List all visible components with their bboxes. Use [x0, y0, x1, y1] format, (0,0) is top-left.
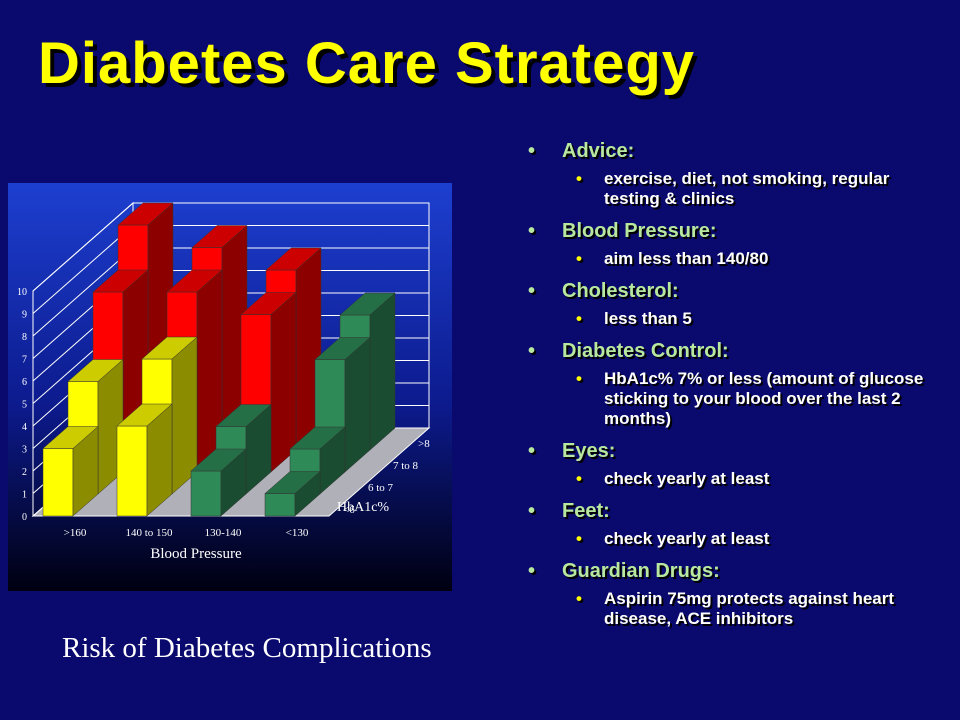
bullet-dot-icon: •	[576, 589, 582, 608]
bar-top	[265, 247, 322, 271]
z-tick-label: 7 to 8	[393, 460, 419, 472]
bullet-guardian-drugs: Guardian Drugs:	[528, 560, 948, 583]
slide-title: Diabetes Care Strategy	[38, 31, 696, 96]
bar-top	[190, 448, 247, 472]
bullet-dot-icon: •	[576, 249, 582, 268]
bar	[264, 470, 321, 517]
bar	[42, 425, 99, 517]
sub-bullet-text: check yearly at least	[604, 469, 770, 488]
bullet-feet: Feet:	[528, 500, 948, 523]
bar-chart-3d: 0 1 2 3 4 5 6 7 8 9 10 >160 140 to 150 130-140 <130 Blo…	[8, 183, 452, 591]
bar-side	[344, 336, 371, 473]
bar	[116, 403, 173, 517]
chart-caption: Risk of Diabetes Complications	[62, 632, 432, 664]
y-tick-label: 7	[22, 355, 27, 366]
bullet-advice: Advice:	[528, 140, 948, 163]
x-tick-label: <130	[286, 527, 309, 539]
bullet-diabetes-control: Diabetes Control:	[528, 340, 948, 363]
bar-top	[42, 426, 99, 449]
bullet-eyes: Eyes:	[528, 440, 948, 463]
bar-front	[42, 448, 74, 517]
bullet-blood-pressure: Blood Pressure:	[528, 220, 948, 243]
bar-top	[141, 336, 198, 360]
bullet-cholesterol: Cholesterol:	[528, 280, 948, 303]
bullet-dot-icon: •	[576, 169, 582, 188]
sub-bullet-text: Aspirin 75mg protects against heart dise…	[604, 589, 895, 628]
bar-top	[117, 202, 174, 226]
z-tick-label: <6	[343, 504, 355, 516]
bullet-dot-icon: •	[576, 309, 582, 328]
bar	[190, 448, 247, 517]
gridline	[32, 202, 429, 292]
bar-top	[339, 292, 396, 316]
bar-top	[116, 403, 173, 427]
sub-bullet-diabetes-control: • HbA1c% 7% or less (amount of glucose st…	[528, 369, 948, 429]
sub-bullet-text: aim less than 140/80	[604, 249, 769, 268]
bar-top	[191, 225, 248, 248]
bar-top	[215, 404, 272, 427]
sub-bullet-cholesterol: • less than 5	[528, 309, 948, 329]
bar-top	[166, 269, 223, 293]
sub-bullet-blood-pressure: • aim less than 140/80	[528, 249, 948, 269]
y-tick-label: 1	[22, 490, 27, 501]
bar-top	[289, 426, 346, 450]
chart-panel: 0 1 2 3 4 5 6 7 8 9 10 >160 140 to 150 130-140 <130 Blo…	[8, 183, 452, 591]
bullet-dot-icon: •	[576, 469, 582, 488]
z-tick-label: >8	[418, 438, 430, 450]
x-tick-label: >160	[64, 527, 87, 539]
y-tick-label: 6	[22, 377, 27, 388]
bar-front	[116, 425, 148, 517]
sub-bullet-text: check yearly at least	[604, 529, 770, 548]
x-axis-label: Blood Pressure	[150, 546, 242, 562]
x-tick-label: 130-140	[205, 527, 242, 539]
y-tick-label: 8	[22, 332, 27, 343]
sub-bullet-advice: • exercise, diet, not smoking, regular te…	[528, 169, 948, 209]
bar-side	[369, 292, 396, 451]
bar-top	[92, 269, 149, 293]
bullet-dot-icon: •	[576, 529, 582, 548]
z-axis-label: HbA1c%	[337, 500, 389, 515]
bullet-dot-icon: •	[576, 369, 582, 388]
y-tick-label: 0	[22, 512, 27, 523]
y-tick-label: 2	[22, 467, 27, 478]
sub-bullet-text: exercise, diet, not smoking, regular tes…	[604, 169, 890, 208]
bar-top	[240, 292, 297, 315]
y-tick-label: 4	[22, 422, 27, 433]
bar-top	[264, 471, 321, 494]
bar-front	[264, 493, 296, 517]
strategy-list: Advice: • exercise, diet, not smoking, re…	[528, 140, 948, 640]
bar-front	[190, 470, 222, 517]
x-tick-label: 140 to 150	[125, 527, 173, 539]
sub-bullet-feet: • check yearly at least	[528, 529, 948, 549]
sub-bullet-text: less than 5	[604, 309, 692, 328]
bar-side	[270, 291, 297, 473]
sub-bullet-guardian-drugs: • Aspirin 75mg protects against heart dis…	[528, 589, 948, 629]
sub-bullet-text: HbA1c% 7% or less (amount of glucose sti…	[604, 369, 924, 428]
sub-bullet-eyes: • check yearly at least	[528, 469, 948, 489]
y-tick-label: 9	[22, 310, 27, 321]
z-tick-label: 6 to 7	[368, 482, 394, 494]
y-tick-label: 5	[22, 400, 27, 411]
y-tick-label: 10	[17, 287, 27, 298]
bar-top	[314, 337, 371, 360]
y-tick-label: 3	[22, 445, 27, 456]
bar-top	[67, 359, 124, 382]
